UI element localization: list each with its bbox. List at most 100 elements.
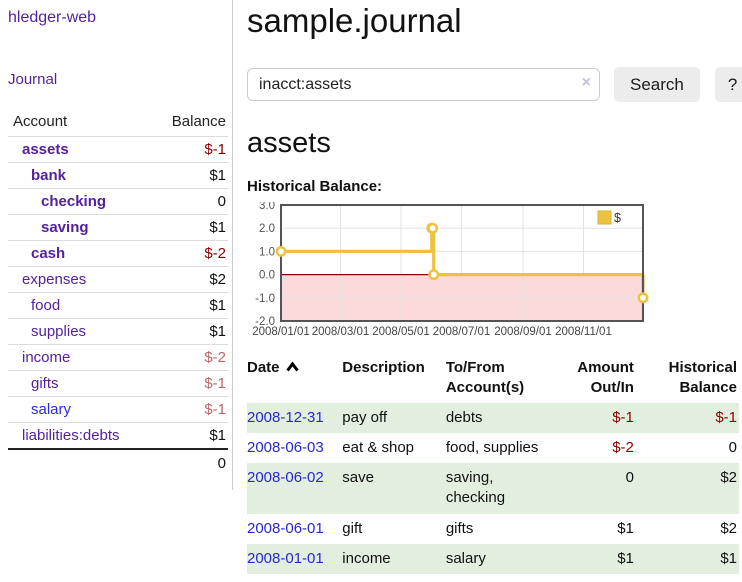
account-link-expenses[interactable]: expenses [22,271,87,288]
transaction-balance: $2 [720,519,737,537]
account-link-salary[interactable]: salary [31,401,72,418]
svg-text:2008/07/01: 2008/07/01 [433,326,491,338]
accounts-total-row: 0 [8,448,228,476]
account-balance: $1 [150,422,228,449]
account-link-saving[interactable]: saving [41,219,89,236]
transaction-amount: $1 [577,543,642,574]
svg-text:2008/01/01: 2008/01/01 [252,326,310,338]
transaction-balance: $-1 [641,402,739,433]
page-title: sample.journal [247,2,462,39]
transaction-date-link[interactable]: 2008-01-01 [247,549,324,567]
account-link-supplies[interactable]: supplies [31,323,87,340]
account-row-assets: assets $-1 [8,136,228,163]
register-header-row: Date Description To/From Account(s) Amou… [247,355,739,403]
account-balance: $1 [150,214,228,241]
account-row-supplies: supplies $1 [8,318,228,345]
transaction-description: gift [342,519,363,537]
search-button[interactable]: Search [614,67,700,102]
account-link-gifts[interactable]: gifts [31,375,59,392]
account-row-income: income $-2 [8,344,228,371]
transaction-description: income [342,543,446,574]
account-column-header: Account [13,113,68,130]
svg-text:2008/03/01: 2008/03/01 [312,326,370,338]
amount-column-header: Amount Out/In [577,359,634,397]
transaction-balance: $1 [641,543,739,574]
account-link-food[interactable]: food [31,297,61,314]
svg-text:2.0: 2.0 [259,223,275,235]
transaction-accounts: salary [445,543,578,574]
search-form: × Search ? [247,67,742,102]
accounts-total-value: 0 [150,448,228,476]
transaction-accounts: debts [445,402,578,433]
account-link-income[interactable]: income [22,349,71,366]
svg-text:2008/05/01: 2008/05/01 [372,326,430,338]
svg-text:2008/11/01: 2008/11/01 [555,326,612,338]
accounts-column-header: To/From Account(s) [445,359,525,397]
transaction-date-link[interactable]: 2008-06-01 [247,519,324,537]
date-column-header[interactable]: Date [247,355,342,403]
account-balance: $1 [150,318,228,345]
account-row-bank: bank $1 [8,162,228,189]
account-link-liabilities-debts[interactable]: liabilities:debts [22,427,120,444]
transaction-amount: $1 [617,519,634,537]
account-balance: $-2 [150,344,228,371]
account-balance: 0 [150,188,228,215]
transaction-description: save [342,463,446,514]
transaction-amount: $-2 [612,438,634,456]
sidebar: hledger-web Journal Account Balance asse… [0,0,233,490]
transaction-date-link[interactable]: 2008-06-03 [247,438,324,456]
sort-ascending-icon [285,359,300,379]
register-row: 2008-06-01 gift gifts $1 $2 [247,514,739,544]
transaction-date-link[interactable]: 2008-12-31 [247,408,324,426]
account-row-salary: salary $-1 [8,396,228,423]
transaction-balance: $2 [641,463,739,514]
balance-column-header: Balance [171,113,226,130]
account-link-bank[interactable]: bank [31,167,67,184]
account-row-checking: checking 0 [8,188,228,215]
sidebar-item-journal[interactable]: Journal [8,71,58,88]
register-row: 2008-06-03 eat & shop food, supplies $-2… [247,433,739,463]
account-heading: assets [247,127,331,159]
app-brand-link[interactable]: hledger-web [8,9,97,26]
svg-text:-2.0: -2.0 [255,316,275,328]
transaction-amount: $-1 [577,402,642,433]
account-balance: $1 [150,162,228,189]
svg-text:1.0: 1.0 [259,246,275,258]
account-balance: $-1 [150,370,228,397]
account-link-assets[interactable]: assets [22,141,69,158]
account-row-expenses: expenses $2 [8,266,228,293]
account-link-checking[interactable]: checking [41,193,107,210]
transaction-date-link[interactable]: 2008-06-02 [247,469,324,486]
transaction-description: pay off [342,402,446,433]
svg-text:0.0: 0.0 [259,270,275,282]
historical-balance-chart: $3.0 2.0 1.0 0.0 -1.0 -2.0 2008/01/01 2008/03/0… [247,202,742,342]
account-balance: $-1 [150,396,228,423]
svg-text:2008/09/01: 2008/09/01 [494,326,552,338]
account-balance: $-1 [150,136,228,163]
transaction-balance: 0 [728,438,737,456]
accounts-header-row: Account Balance [8,110,228,137]
register-row: 2008-01-01 income salary $1 $1 [247,543,739,574]
search-input[interactable] [247,68,600,101]
account-balance: $2 [150,266,228,293]
transaction-accounts: gifts [445,519,474,537]
account-link-cash[interactable]: cash [31,245,66,262]
account-row-food: food $1 [8,292,228,319]
main-content: sample.journal × Search ? assets Histori… [233,0,742,574]
accounts-table: Account Balance assets $-1 bank $1 check… [8,110,228,476]
balance-column-header: Historical Balance [668,359,737,397]
transaction-accounts: food, supplies [445,438,539,456]
account-balance: $-2 [150,240,228,267]
account-row-cash: cash $-2 [8,240,228,267]
account-row-liabilities-debts: liabilities:debts $1 [8,422,228,449]
account-row-saving: saving $1 [8,214,228,241]
account-row-gifts: gifts $-1 [8,370,228,397]
svg-text:3.0: 3.0 [259,202,275,212]
transaction-description: eat & shop [342,438,415,456]
help-button[interactable]: ? [714,67,742,102]
chart-label: Historical Balance: [247,178,383,195]
account-balance: $1 [150,292,228,319]
clear-search-icon[interactable]: × [581,74,591,91]
register-row: 2008-12-31 pay off debts $-1 $-1 [247,402,739,433]
